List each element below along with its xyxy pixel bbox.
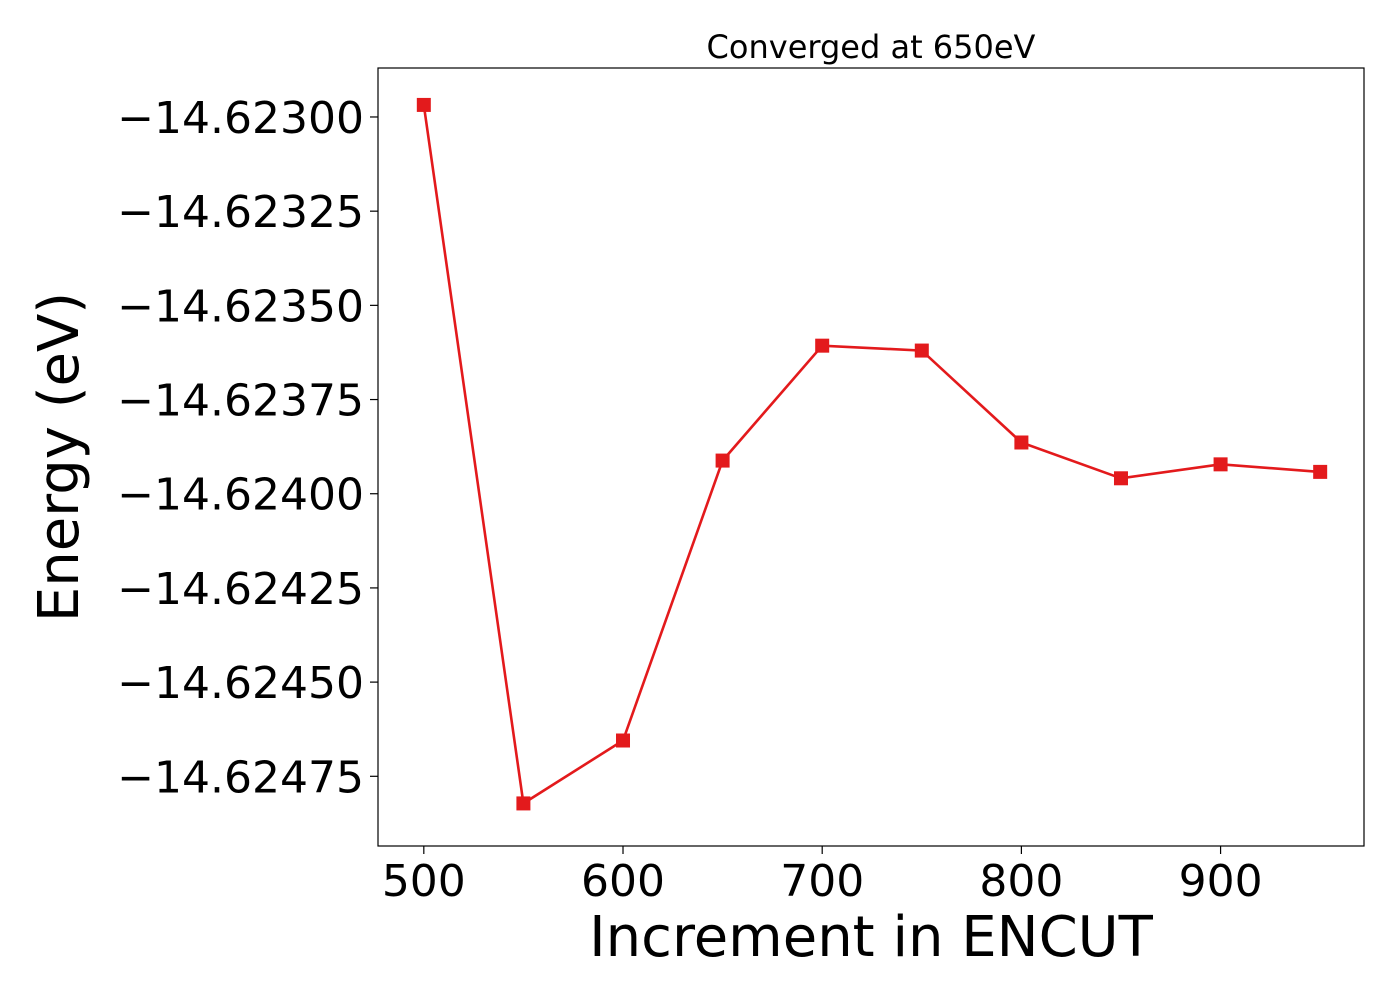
series-line [422, 104, 1321, 806]
y-axis-label: Energy (eV) [27, 292, 92, 622]
data-point [1014, 435, 1029, 450]
x-axis-label: Increment in ENCUT [589, 905, 1154, 970]
y-tick-label: −14.62475 [117, 752, 364, 803]
data-point [1213, 457, 1228, 472]
y-tick-label: −14.62425 [117, 564, 364, 615]
plot-area [377, 67, 1365, 847]
data-point [1113, 471, 1128, 486]
y-tick-label: −14.62450 [117, 658, 364, 709]
data-point [416, 97, 431, 112]
y-tick-label: −14.62400 [117, 470, 364, 521]
x-tick-label: 500 [382, 856, 466, 907]
x-tick-label: 800 [979, 856, 1063, 907]
data-point [715, 453, 730, 468]
y-axis-ticks: −14.62300 −14.62325 −14.62350 −14.62375 −14.… [117, 93, 378, 803]
y-tick-label: −14.62375 [117, 376, 364, 427]
y-tick-label: −14.62300 [117, 93, 364, 144]
x-tick-label: 700 [780, 856, 864, 907]
y-tick-label: −14.62325 [117, 187, 364, 238]
data-point [1313, 464, 1328, 479]
chart-title: Converged at 650eV [707, 28, 1036, 66]
data-point [914, 343, 929, 358]
data-point [616, 733, 631, 748]
x-tick-label: 900 [1179, 856, 1263, 907]
data-point [815, 338, 830, 353]
y-tick-label: −14.62350 [117, 281, 364, 332]
series-layer [416, 97, 1328, 811]
x-tick-label: 600 [581, 856, 665, 907]
x-axis-ticks: 500 600 700 800 900 [382, 846, 1263, 907]
data-point [516, 796, 531, 811]
